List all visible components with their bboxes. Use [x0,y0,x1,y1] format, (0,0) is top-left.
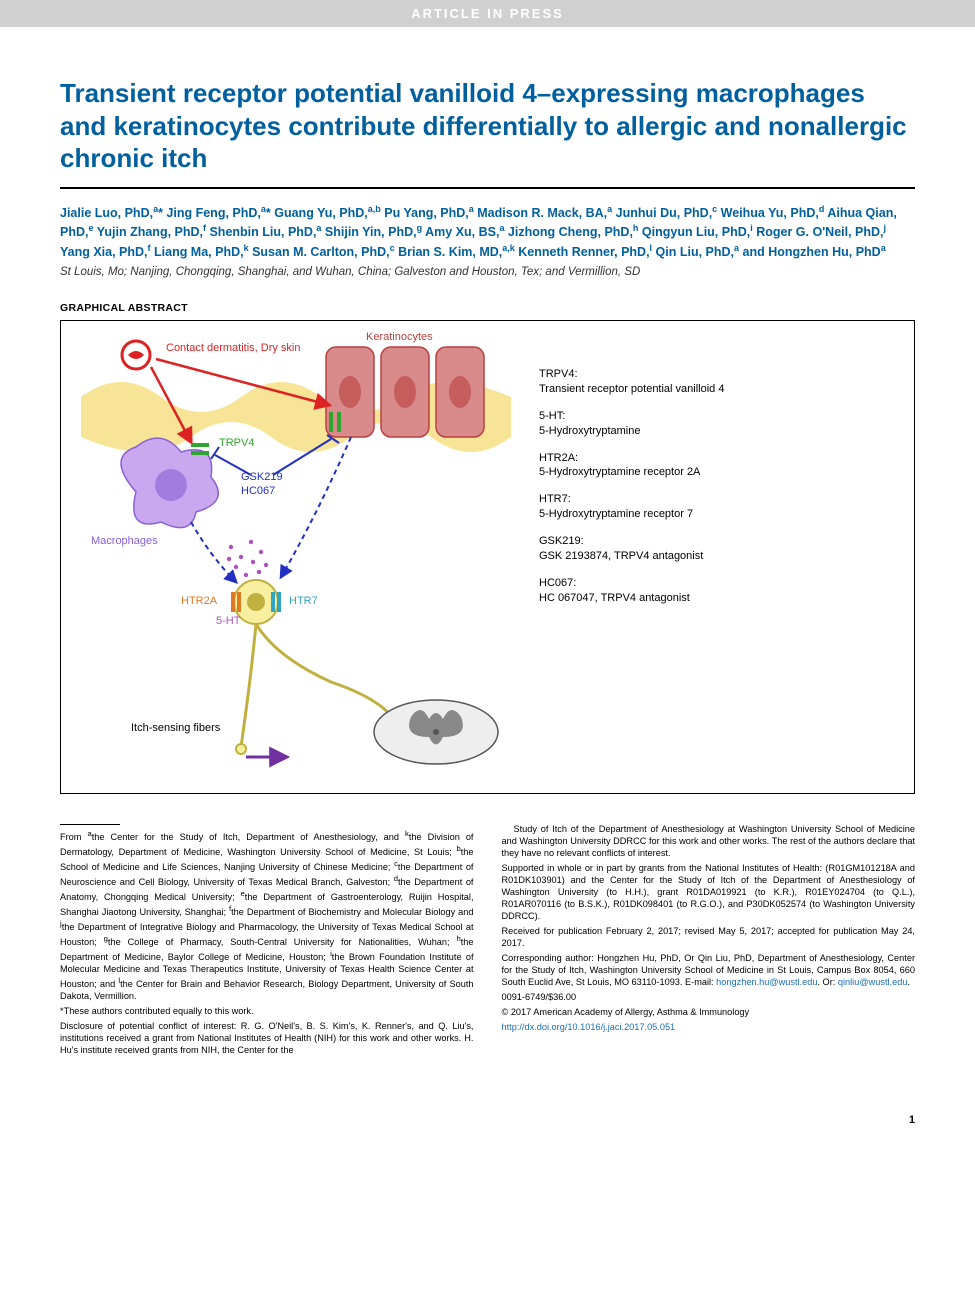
footer-col-left: From athe Center for the Study of Itch, … [60,824,474,1060]
legend-term: 5-HT:5-Hydroxytryptamine [539,409,894,439]
footer-equal: *These authors contributed equally to th… [60,1006,474,1018]
legend-term: HTR2A:5-Hydroxytryptamine receptor 2A [539,451,894,481]
email-link-2[interactable]: qinliu@wustl.edu [838,977,908,987]
footer-disclosure: Disclosure of potential conflict of inte… [60,1021,474,1057]
author-list: Jialie Luo, PhD,a* Jing Feng, PhD,a* Gua… [60,203,915,263]
diagram-label-contact: Contact dermatitis, Dry skin [166,342,300,354]
footer-supported: Supported in whole or in part by grants … [502,863,916,923]
graphical-abstract-legend: TRPV4:Transient receptor potential vanil… [539,337,894,617]
diagram-label-fibers: Itch-sensing fibers [131,722,220,734]
email-link-1[interactable]: hongzhen.hu@wustl.edu [716,977,817,987]
legend-term: HC067:HC 067047, TRPV4 antagonist [539,576,894,606]
legend-term: HTR7:5-Hydroxytryptamine receptor 7 [539,492,894,522]
legend-term: GSK219:GSK 2193874, TRPV4 antagonist [539,534,894,564]
footer-from: From athe Center for the Study of Itch, … [60,829,474,1003]
footer-disclosure-cont: Study of Itch of the Department of Anest… [502,824,916,860]
legend-term: TRPV4:Transient receptor potential vanil… [539,367,894,397]
footer-columns: From athe Center for the Study of Itch, … [60,824,915,1060]
diagram-label-hc: HC067 [241,485,275,497]
graphical-abstract-box: Contact dermatitis, Dry skin Keratinocyt… [60,320,915,794]
footer-doi-link[interactable]: http://dx.doi.org/10.1016/j.jaci.2017.05… [502,1022,916,1034]
diagram-label-trpv4: TRPV4 [219,437,254,449]
diagram-label-5ht: 5-HT [216,615,240,627]
graphical-abstract-label: GRAPHICAL ABSTRACT [60,302,915,314]
footer-copyright: © 2017 American Academy of Allergy, Asth… [502,1007,916,1019]
footer-rule [60,824,120,825]
diagram-label-htr2a: HTR2A [181,595,217,607]
footer-corresponding: Corresponding author: Hongzhen Hu, PhD, … [502,953,916,989]
diagram-label-macrophages: Macrophages [91,535,158,547]
diagram-label-htr7: HTR7 [289,595,318,607]
footer-col-right: Study of Itch of the Department of Anest… [502,824,916,1060]
diagram-label-keratinocytes: Keratinocytes [366,331,433,343]
affiliation-locations: St Louis, Mo; Nanjing, Chongqing, Shangh… [60,266,915,278]
graphical-abstract-diagram: Contact dermatitis, Dry skin Keratinocyt… [81,337,511,777]
title-rule [60,187,915,189]
article-in-press-banner: ARTICLE IN PRESS [0,0,975,27]
page-number: 1 [0,1100,975,1126]
footer-issn: 0091-6749/$36.00 [502,992,916,1004]
footer-received: Received for publication February 2, 201… [502,926,916,950]
article-title: Transient receptor potential vanilloid 4… [60,77,915,175]
diagram-label-gsk: GSK219 [241,471,283,483]
